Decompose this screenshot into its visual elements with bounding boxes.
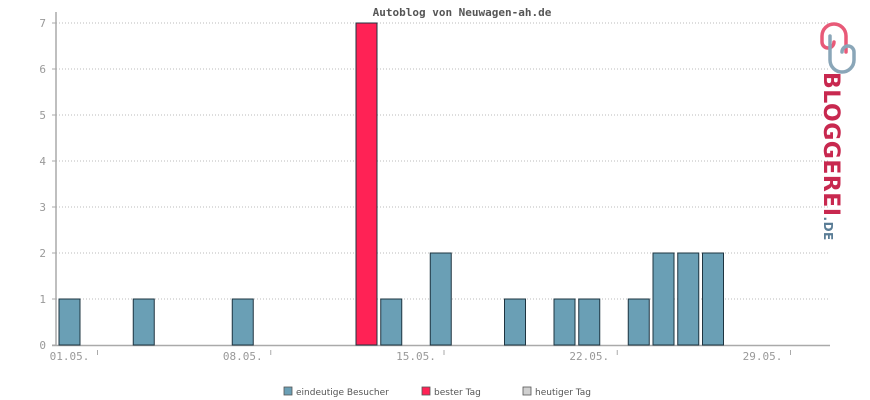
x-tick-label: 22.05. bbox=[569, 350, 609, 363]
logo-text-suffix: .DE bbox=[821, 217, 835, 241]
y-tick-labels: 0 1 2 3 4 5 6 7 bbox=[39, 17, 46, 352]
bars bbox=[58, 22, 724, 346]
logo-text-main: BLOGGEREI bbox=[818, 72, 843, 217]
bar bbox=[504, 298, 526, 346]
bar bbox=[578, 298, 601, 346]
bar-best-day bbox=[355, 22, 378, 346]
bar bbox=[132, 298, 155, 346]
legend-label: heutiger Tag bbox=[535, 388, 591, 398]
legend-swatch bbox=[421, 386, 431, 396]
x-tick-label: 01.05. bbox=[50, 350, 90, 363]
bar bbox=[702, 252, 724, 346]
x-tick-labels: 01.05. 08.05. 15.05. 22.05. 29.05. bbox=[50, 350, 783, 363]
bar bbox=[652, 252, 675, 346]
legend-swatch bbox=[283, 386, 293, 396]
x-tick-label: 29.05. bbox=[743, 350, 783, 363]
y-tick-label: 5 bbox=[39, 109, 46, 122]
bar bbox=[58, 298, 81, 346]
x-tick-label: 08.05. bbox=[223, 350, 263, 363]
chart-title: Autoblog von Neuwagen-ah.de bbox=[373, 6, 552, 19]
legend-swatch bbox=[522, 386, 532, 396]
y-tick-label: 6 bbox=[39, 63, 46, 76]
logo-icon bbox=[820, 22, 856, 74]
bar bbox=[553, 298, 576, 346]
bloggerei-logo: BLOGGEREI.DE bbox=[818, 22, 856, 241]
legend: eindeutige Besucher bester Tag heutiger Ta… bbox=[283, 386, 591, 398]
svg-text:BLOGGEREI.DE: BLOGGEREI.DE bbox=[818, 72, 843, 241]
y-tick-label: 0 bbox=[39, 339, 46, 352]
legend-label: bester Tag bbox=[434, 388, 481, 398]
legend-label: eindeutige Besucher bbox=[296, 388, 389, 398]
y-tick-label: 2 bbox=[39, 247, 46, 260]
y-tick-label: 7 bbox=[39, 17, 46, 30]
x-tick-label: 15.05. bbox=[396, 350, 436, 363]
grid-lines bbox=[56, 22, 830, 300]
y-tick-label: 3 bbox=[39, 201, 46, 214]
bar bbox=[627, 298, 650, 346]
bar bbox=[677, 252, 700, 346]
bar bbox=[429, 252, 452, 346]
bar bbox=[231, 298, 254, 346]
y-tick-label: 1 bbox=[39, 293, 46, 306]
y-tick-label: 4 bbox=[39, 155, 46, 168]
bar bbox=[380, 298, 403, 346]
